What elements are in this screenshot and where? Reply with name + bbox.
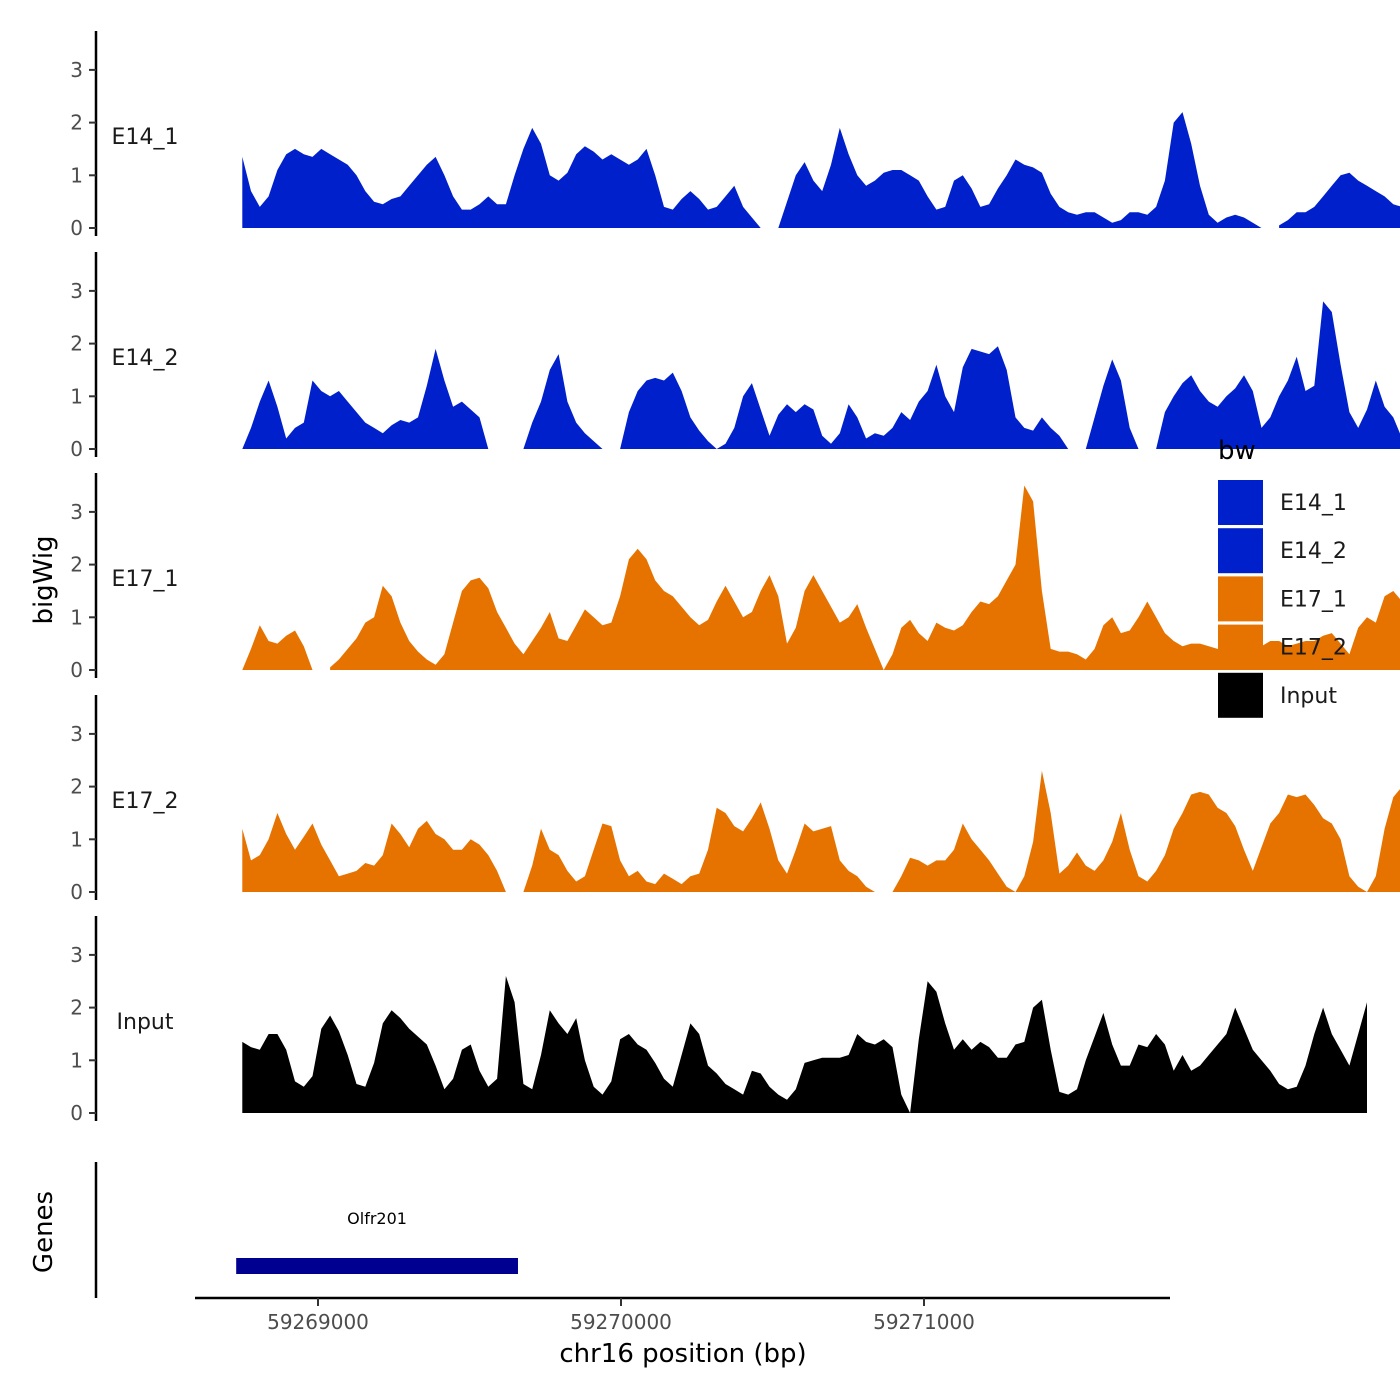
x-axis-title: chr16 position (bp) <box>559 1339 806 1369</box>
legend-label: E14_1 <box>1280 491 1347 516</box>
gene-models: Olfr201 <box>236 1209 518 1274</box>
gene-Olfr201: Olfr201 <box>236 1209 518 1274</box>
legend-item-Input: Input <box>1218 672 1337 718</box>
y-tick-label: 1 <box>70 163 83 187</box>
legend-label: E14_2 <box>1280 539 1347 564</box>
coverage-area <box>778 112 1262 228</box>
gene-label: Olfr201 <box>347 1209 407 1228</box>
y-tick-label: 3 <box>70 279 83 303</box>
legend: bw E14_1 E14_2 E17_1 E17_2 Input <box>1218 436 1347 718</box>
track-E17_2: 0 1 2 3 E17_2 <box>70 695 1400 904</box>
legend-label: E17_2 <box>1280 636 1347 661</box>
legend-item-E17_2: E17_2 <box>1218 624 1347 670</box>
coverage-area <box>1085 359 1139 449</box>
y-tick-label: 3 <box>70 58 83 82</box>
track-label: Input <box>117 1010 174 1035</box>
y-tick-label: 0 <box>70 880 83 904</box>
legend-swatch <box>1218 528 1263 574</box>
y-tick-label: 2 <box>70 996 83 1020</box>
coverage-area <box>330 485 1400 670</box>
coverage-area <box>1156 301 1400 449</box>
y-tick-label: 0 <box>70 1101 83 1125</box>
y-tick-label: 0 <box>70 216 83 240</box>
coverage-area <box>1279 172 1400 228</box>
legend-swatch <box>1218 672 1263 718</box>
coverage-area <box>523 354 603 449</box>
track-panels: 0 1 2 3 E14_1 0 1 2 3 E14_2 0 1 2 3 E17_1 0 1 2 3 E17_2 0 1 2 3… <box>70 31 1400 1125</box>
y-tick-label: 0 <box>70 658 83 682</box>
y-tick-label: 3 <box>70 943 83 967</box>
legend-swatch <box>1218 624 1263 670</box>
y-tick-label: 1 <box>70 384 83 408</box>
track-E17_1: 0 1 2 3 E17_1 <box>70 473 1400 682</box>
coverage-area <box>242 813 506 892</box>
y-tick-label: 3 <box>70 500 83 524</box>
y-tick-label: 2 <box>70 553 83 577</box>
gene-body <box>236 1258 518 1274</box>
y-tick-label: 0 <box>70 437 83 461</box>
y-tick-label: 1 <box>70 605 83 629</box>
y-axis-title: bigWig <box>29 535 59 624</box>
coverage-area <box>523 802 875 892</box>
legend-label: E17_1 <box>1280 587 1347 612</box>
coverage-area <box>242 976 1367 1113</box>
coverage-area <box>242 127 761 228</box>
legend-item-E17_1: E17_1 <box>1218 576 1347 622</box>
track-label: E17_2 <box>112 789 179 814</box>
legend-item-E14_1: E14_1 <box>1218 480 1347 525</box>
coverage-area <box>892 770 1400 892</box>
track-E14_1: 0 1 2 3 E14_1 <box>70 31 1400 240</box>
legend-item-E14_2: E14_2 <box>1218 528 1347 574</box>
legend-title: bw <box>1218 436 1256 466</box>
track-E14_2: 0 1 2 3 E14_2 <box>70 252 1400 461</box>
legend-swatch <box>1218 480 1263 525</box>
legend-swatch <box>1218 576 1263 622</box>
y-tick-label: 3 <box>70 722 83 746</box>
genes-panel-title: Genes <box>29 1191 59 1273</box>
coverage-area <box>620 346 1069 449</box>
coverage-area <box>242 625 313 670</box>
track-label: E17_1 <box>112 567 179 592</box>
y-tick-label: 2 <box>70 332 83 356</box>
coverage-area <box>242 348 489 449</box>
track-label: E14_1 <box>112 125 179 150</box>
genes-panel: Genes Olfr201 <box>29 1162 518 1298</box>
track-label: E14_2 <box>112 346 179 371</box>
y-tick-label: 1 <box>70 827 83 851</box>
x-tick-label: 59271000 <box>873 1310 975 1334</box>
track-Input: 0 1 2 3 Input <box>70 916 1367 1125</box>
x-axis: 59269000 59270000 59271000 <box>195 1296 1170 1334</box>
y-tick-label: 2 <box>70 775 83 799</box>
y-tick-label: 2 <box>70 111 83 135</box>
x-tick-label: 59269000 <box>267 1310 369 1334</box>
x-tick-label: 59270000 <box>570 1310 672 1334</box>
y-tick-label: 1 <box>70 1048 83 1072</box>
legend-label: Input <box>1280 684 1337 709</box>
